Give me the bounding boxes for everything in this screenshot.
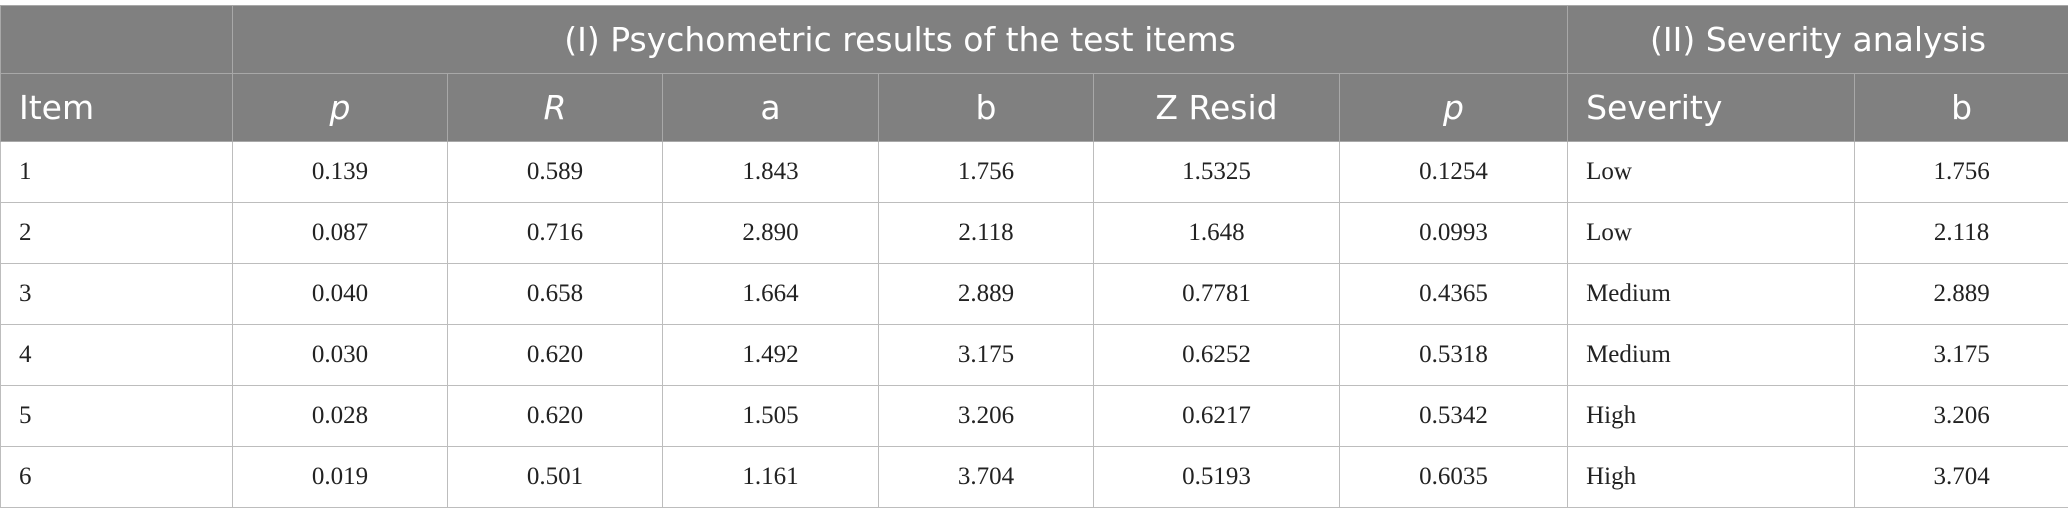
table-cell: 0.5318	[1338, 324, 1569, 386]
table-cell: 0.0993	[1338, 202, 1569, 264]
table-head: (I) Psychometric results of the test ite…	[0, 5, 2068, 142]
group-header-row: (I) Psychometric results of the test ite…	[0, 5, 2068, 74]
table-cell: 0.4365	[1338, 263, 1569, 325]
table-cell: 1.756	[1854, 141, 2068, 203]
table-cell: High	[1567, 446, 1856, 508]
table-cell: 1.161	[662, 446, 879, 508]
table-cell: Medium	[1567, 324, 1856, 386]
column-header: Z Resid	[1093, 73, 1340, 142]
table-cell: 0.087	[232, 202, 448, 264]
column-header: Severity	[1567, 73, 1856, 142]
table-cell: 0.028	[232, 385, 448, 447]
table-cell: 2.118	[878, 202, 1094, 264]
table-cell: 0.6217	[1093, 385, 1340, 447]
table-cell: 1.492	[662, 324, 879, 386]
table-cell: 0.7781	[1093, 263, 1340, 325]
table-row: 2 0.087 0.716 2.890 2.118 1.648 0.0993 Low 2.118	[0, 202, 2068, 264]
table-cell: 0.040	[232, 263, 448, 325]
table-cell: 1.843	[662, 141, 879, 203]
table-cell: 4	[0, 324, 233, 386]
table-cell: 3.175	[878, 324, 1094, 386]
table-row: 1 0.139 0.589 1.843 1.756 1.5325 0.1254 Low 1.75…	[0, 141, 2068, 203]
column-header: b	[1854, 73, 2068, 142]
table-cell: 6	[0, 446, 233, 508]
table-cell: 0.501	[447, 446, 663, 508]
table-cell: 0.5342	[1338, 385, 1569, 447]
table-cell: 0.620	[447, 385, 663, 447]
table-cell: Medium	[1567, 263, 1856, 325]
table-cell: 0.139	[232, 141, 448, 203]
table-cell: Low	[1567, 202, 1856, 264]
table-body: 1 0.139 0.589 1.843 1.756 1.5325 0.1254 Low 1.75…	[0, 141, 2068, 508]
group-header: (I) Psychometric results of the test ite…	[231, 5, 1569, 74]
table-cell: High	[1567, 385, 1856, 447]
table-cell: 1.5325	[1093, 141, 1340, 203]
table-cell: 2.889	[878, 263, 1094, 325]
table-row: 6 0.019 0.501 1.161 3.704 0.5193 0.6035 High 3.7…	[0, 446, 2068, 508]
table-cell: 0.658	[447, 263, 663, 325]
table-cell: 0.030	[232, 324, 448, 386]
table-cell: 3	[0, 263, 233, 325]
table-row: 5 0.028 0.620 1.505 3.206 0.6217 0.5342 High 3.2…	[0, 385, 2068, 447]
table-cell: 2.889	[1854, 263, 2068, 325]
column-header: a	[662, 73, 879, 142]
results-table: (I) Psychometric results of the test ite…	[0, 5, 2068, 508]
table-cell: 1.505	[662, 385, 879, 447]
column-header: b	[878, 73, 1094, 142]
table-cell: 1	[0, 141, 233, 203]
table-cell: 1.664	[662, 263, 879, 325]
table-cell: 3.704	[878, 446, 1094, 508]
table-cell: 3.206	[878, 385, 1094, 447]
column-header: p	[1338, 73, 1569, 142]
table-cell: 0.1254	[1338, 141, 1569, 203]
table-cell: 2.890	[662, 202, 879, 264]
table-cell: 1.756	[878, 141, 1094, 203]
column-header: p	[232, 73, 448, 142]
table-cell: 0.6252	[1093, 324, 1340, 386]
table-cell: 3.704	[1854, 446, 2068, 508]
table-cell: 5	[0, 385, 233, 447]
table-cell: 3.206	[1854, 385, 2068, 447]
table-row: 3 0.040 0.658 1.664 2.889 0.7781 0.4365 Medium 2…	[0, 263, 2068, 325]
table-cell: 0.6035	[1338, 446, 1569, 508]
table-row: 4 0.030 0.620 1.492 3.175 0.6252 0.5318 Medium 3…	[0, 324, 2068, 386]
table-cell: 0.019	[232, 446, 448, 508]
table-cell: 0.620	[447, 324, 663, 386]
column-header: Item	[0, 73, 233, 142]
table-cell: 2.118	[1854, 202, 2068, 264]
column-header: R	[447, 73, 663, 142]
table-cell: 2	[0, 202, 233, 264]
table-cell: Low	[1567, 141, 1856, 203]
empty-header-cell	[0, 5, 233, 74]
table-cell: 3.175	[1854, 324, 2068, 386]
table-cell: 0.716	[447, 202, 663, 264]
table-cell: 0.5193	[1093, 446, 1340, 508]
table-cell: 0.589	[447, 141, 663, 203]
group-header: (II) Severity analysis	[1567, 5, 2068, 74]
table-cell: 1.648	[1093, 202, 1340, 264]
